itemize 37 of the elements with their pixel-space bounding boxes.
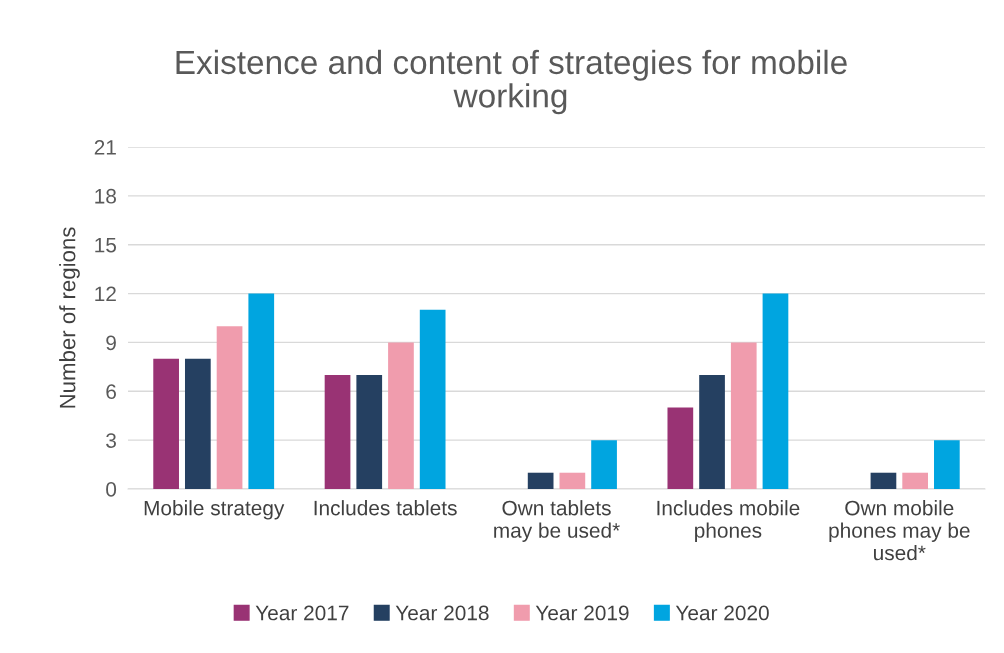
legend-label: Year 2018	[395, 605, 489, 621]
x-tick-label: Includes tablets	[314, 500, 457, 516]
bar	[324, 375, 351, 489]
bar	[248, 293, 275, 489]
bar	[699, 375, 725, 489]
bar	[356, 375, 383, 489]
y-axis-title: Number of regions	[59, 227, 80, 408]
bar	[591, 440, 617, 489]
x-tick-label: Includes mobile phones	[657, 500, 800, 542]
y-tick-label: 15	[95, 237, 117, 253]
bar	[559, 472, 586, 489]
y-tick-label: 6	[106, 384, 116, 400]
bar	[388, 342, 414, 489]
bar	[934, 440, 960, 489]
y-tick-label: 18	[95, 188, 116, 204]
y-tick-label: 3	[106, 433, 116, 448]
bar	[153, 358, 179, 489]
bar	[762, 293, 789, 489]
x-tick-label: Own mobile phones may be used*	[829, 500, 970, 561]
x-tick-label: Mobile strategy	[144, 500, 285, 520]
bar	[902, 472, 929, 489]
legend-label: Year 2019	[535, 605, 629, 621]
chart-title: Existence and content of strategies for mobile working	[176, 49, 847, 115]
legend-label: Year 2020	[675, 605, 769, 621]
y-tick-label: 9	[106, 335, 116, 351]
bar	[870, 472, 897, 489]
bar	[730, 342, 757, 489]
bar	[527, 472, 554, 489]
y-tick-label: 12	[95, 286, 116, 302]
bar	[216, 326, 243, 489]
y-tick-label: 21	[94, 140, 116, 155]
bar	[667, 407, 694, 489]
bar	[419, 309, 446, 489]
x-tick-label: Own tablets may be used*	[494, 500, 620, 542]
legend-label: Year 2017	[255, 605, 349, 621]
bar	[184, 358, 211, 489]
y-tick-label: 0	[106, 482, 117, 497]
